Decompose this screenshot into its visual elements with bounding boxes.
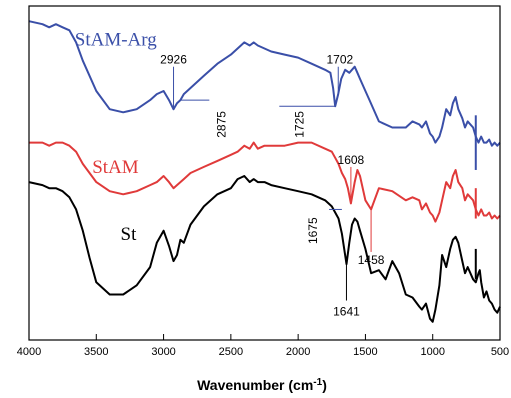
marker-label-2: 1608	[338, 153, 365, 167]
series-label-0: StAM-Arg	[75, 29, 157, 50]
x-tick-label-1: 3500	[84, 346, 108, 358]
series-line-0	[28, 20, 501, 147]
marker-label-5: 2875	[214, 111, 228, 138]
marker-label-6: 1725	[293, 111, 307, 138]
x-tick-label-0: 4000	[17, 346, 41, 358]
marker-label-7: 1675	[306, 217, 320, 244]
series-label-2: St	[121, 224, 138, 245]
x-tick-label-4: 2000	[286, 346, 310, 358]
x-axis-title-end: )	[322, 377, 327, 393]
x-axis: 4000 3500 3000 2500 2000 1500 1000 500	[17, 5, 509, 358]
x-tick-label-6: 1000	[420, 346, 444, 358]
marker-label-0: 2926	[160, 53, 187, 67]
marker-label-4: 1641	[333, 305, 360, 319]
x-tick-label-5: 1500	[353, 346, 377, 358]
x-tick-label-3: 2500	[219, 346, 243, 358]
plot-area: StAM-Arg StAM St 2926 1702 1608 1458 1641 2875 17…	[28, 20, 501, 323]
series-line-2	[28, 175, 501, 323]
series-label-1: StAM	[92, 157, 139, 178]
x-tick-label-2: 3000	[151, 346, 175, 358]
plot-frame	[28, 5, 501, 341]
marker-label-1: 1702	[327, 53, 354, 67]
x-axis-title: Wavenumber (cm-1)	[197, 377, 327, 394]
x-axis-title-sup: -1	[313, 377, 322, 388]
x-axis-title-main: Wavenumber (cm	[197, 377, 313, 393]
marker-label-3: 1458	[358, 253, 385, 267]
x-tick-label-7: 500	[491, 346, 509, 358]
series-line-1	[29, 141, 501, 223]
